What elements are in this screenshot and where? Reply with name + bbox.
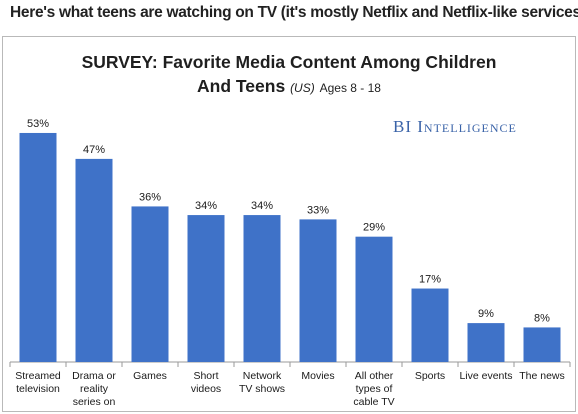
bar-value-label: 8% (534, 312, 550, 324)
chart-title-main: And Teens (197, 76, 286, 96)
bar (467, 323, 505, 362)
bar (19, 132, 57, 362)
x-tick-label: Streamed television (15, 370, 61, 395)
bar-value-label: 53% (27, 118, 49, 130)
bar (355, 236, 393, 362)
bar (187, 215, 225, 362)
bar (523, 327, 561, 362)
x-tick-label: The news (519, 370, 565, 382)
x-tick-label: Live events (459, 370, 512, 382)
chart-title-region: (US) (290, 81, 315, 95)
bi-intelligence-logo: BI Intelligence (393, 117, 517, 136)
x-tick-label: Movies (301, 370, 334, 382)
chart-title-line1: SURVEY: Favorite Media Content Among Chi… (81, 52, 497, 72)
chart-title: SURVEY: Favorite Media Content Among Chi… (0, 50, 578, 100)
bar-value-label: 29% (363, 222, 385, 234)
x-tick-label: Drama or reality series on (72, 370, 116, 408)
bar (75, 158, 113, 362)
x-tick-label: Sports (415, 370, 445, 382)
bar-value-label: 17% (419, 274, 441, 286)
chart-title-ages: Ages 8 - 18 (319, 81, 381, 95)
bar (243, 215, 281, 362)
chart-title-line2: And Teens (US) Ages 8 - 18 (0, 74, 578, 100)
bar-value-label: 33% (307, 204, 329, 216)
bar-value-label: 36% (139, 191, 161, 203)
bar-value-label: 9% (478, 308, 494, 320)
article-headline: Here's what teens are watching on TV (it… (10, 4, 578, 21)
bar-value-label: 34% (195, 200, 217, 212)
x-tick-label: Network TV shows (239, 370, 285, 395)
bar (411, 288, 449, 362)
bar (131, 206, 169, 362)
x-tick-label: All other types of cable TV (353, 370, 394, 408)
x-tick-label: Games (133, 370, 167, 382)
bar-value-label: 34% (251, 200, 273, 212)
bar-value-label: 47% (83, 144, 105, 156)
bar (299, 219, 337, 362)
x-tick-label: Short videos (191, 370, 221, 395)
